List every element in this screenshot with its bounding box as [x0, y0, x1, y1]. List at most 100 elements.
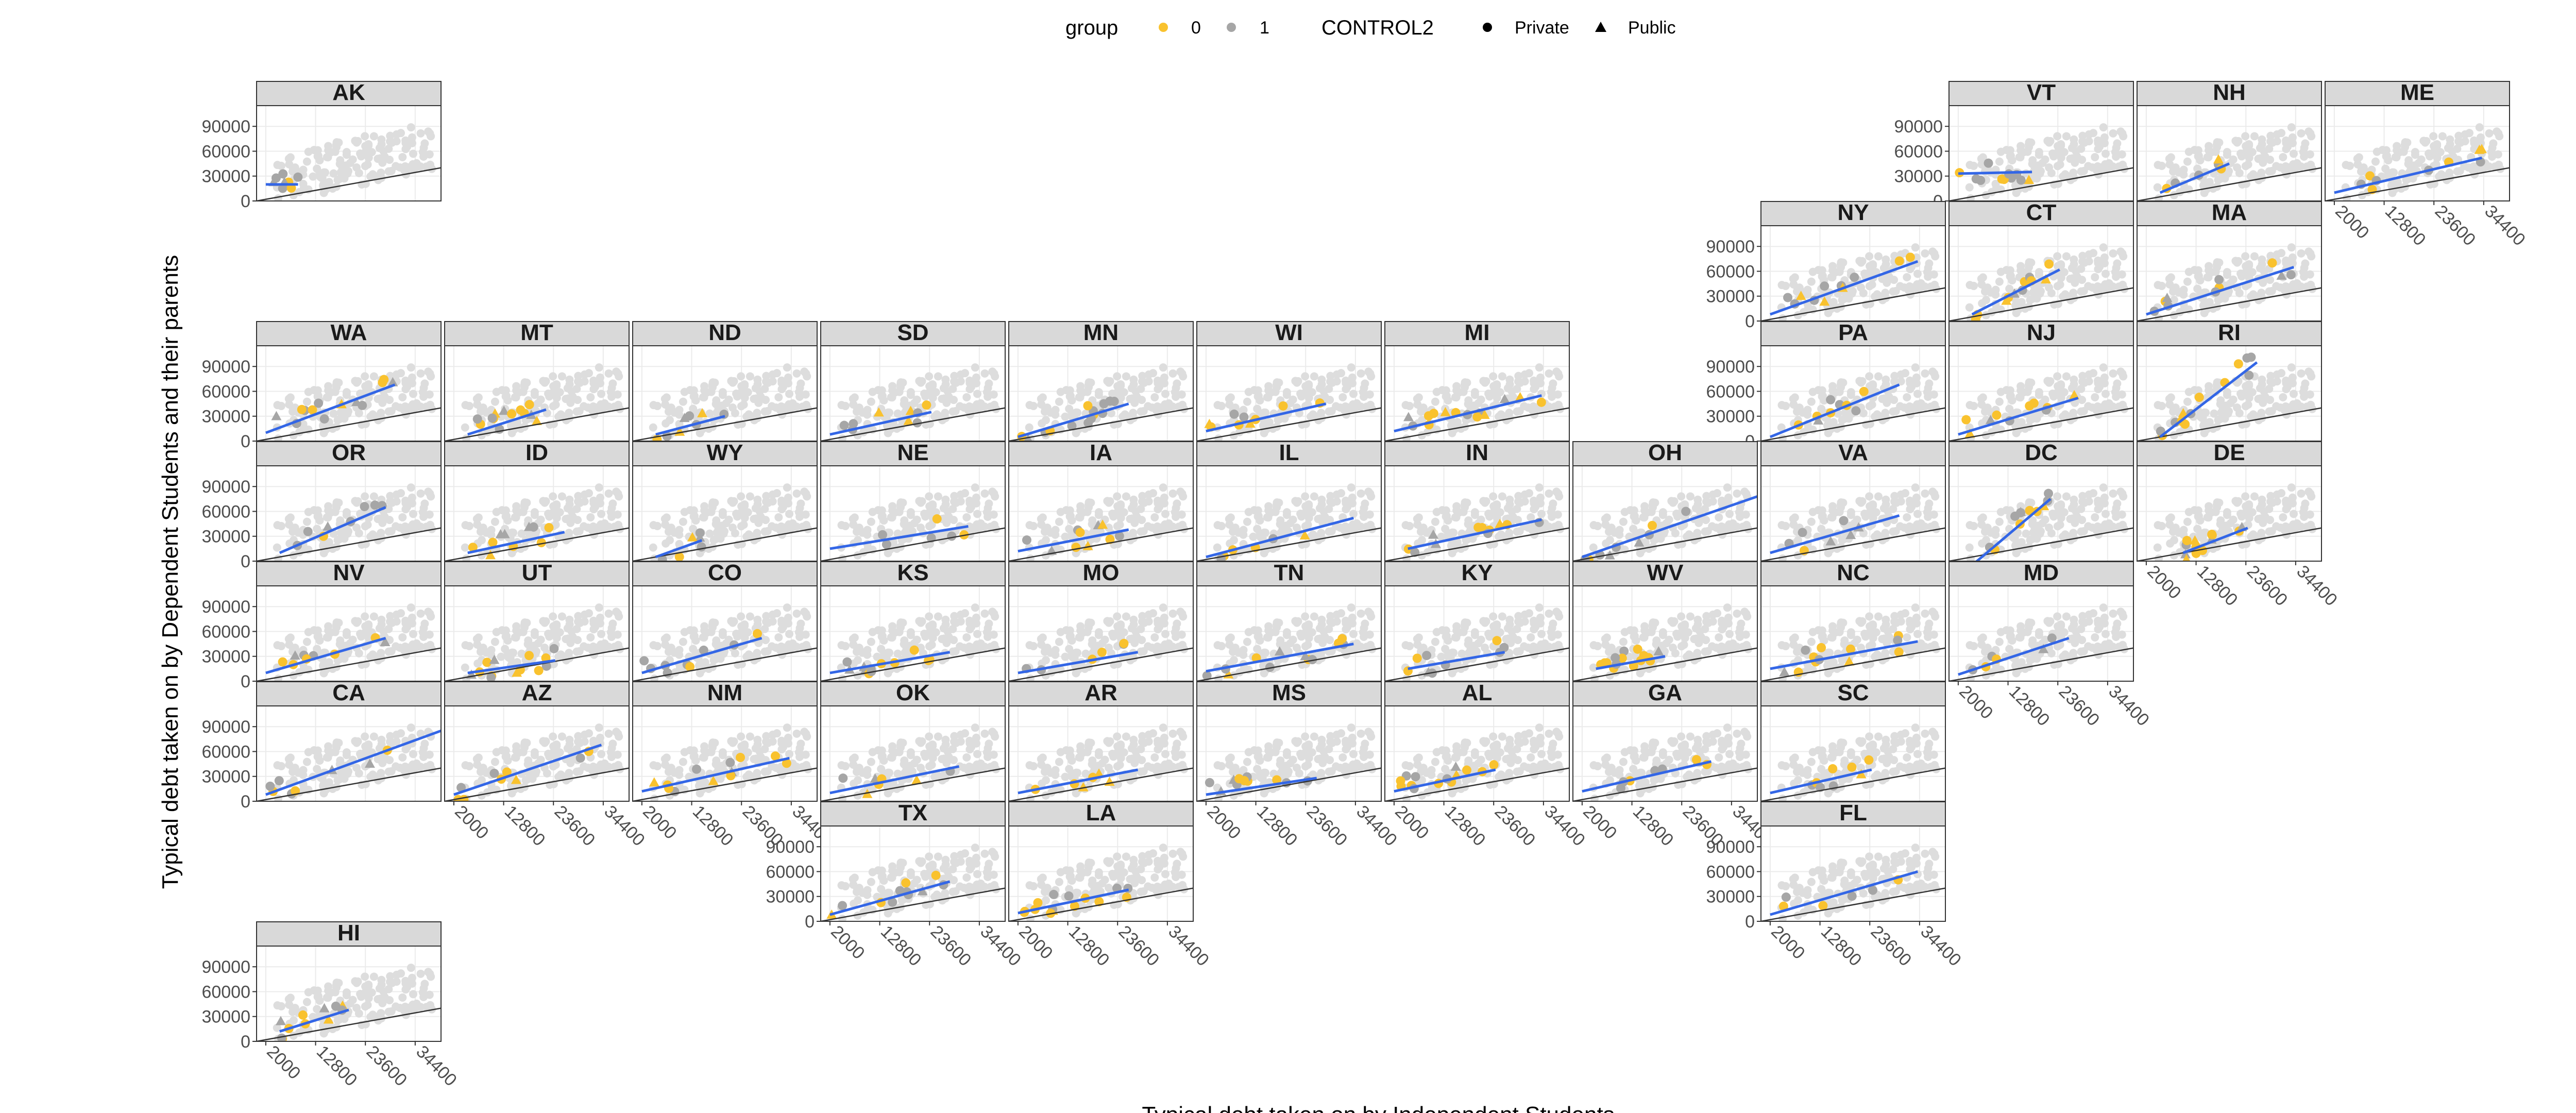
background-point	[1649, 498, 1657, 507]
background-point	[1067, 516, 1076, 525]
background-point	[408, 499, 416, 508]
background-point	[1084, 378, 1093, 387]
background-point	[2199, 421, 2208, 430]
background-point	[1447, 421, 1455, 430]
background-point	[1431, 397, 1439, 406]
background-point	[1924, 383, 1933, 392]
background-point	[2231, 137, 2240, 145]
background-point	[512, 513, 520, 522]
background-point	[1924, 513, 1933, 521]
background-point	[795, 393, 804, 401]
background-point	[2078, 131, 2087, 140]
background-point	[965, 505, 974, 514]
background-point	[552, 394, 561, 402]
background-point	[990, 400, 999, 409]
background-point	[1256, 533, 1265, 542]
background-point	[1536, 373, 1545, 382]
background-point	[1823, 421, 1832, 430]
background-point	[1554, 489, 1563, 498]
background-point	[783, 363, 791, 372]
background-point	[1304, 381, 1313, 390]
background-point	[1271, 387, 1280, 396]
background-point	[1083, 387, 1092, 396]
background-point	[774, 393, 783, 401]
fit-line	[1971, 268, 2060, 316]
background-point	[2053, 372, 2062, 381]
background-point	[1530, 499, 1538, 508]
background-point	[2223, 271, 2231, 279]
panel-plot-content	[2325, 123, 2510, 201]
y-tick-label: 90000	[201, 117, 250, 137]
background-point	[972, 379, 980, 387]
background-point	[324, 386, 333, 395]
background-point	[604, 522, 613, 531]
background-point	[549, 492, 557, 501]
background-point	[2094, 499, 2103, 508]
background-point	[2273, 250, 2281, 259]
background-point	[2017, 298, 2026, 307]
panel-strip-label: OH	[1648, 440, 1682, 465]
background-point	[1328, 378, 1336, 387]
background-point	[1283, 526, 1292, 535]
state-point	[1099, 399, 1109, 409]
background-point	[2297, 249, 2306, 258]
background-point	[2307, 400, 2315, 409]
fit-line	[2159, 361, 2258, 438]
panel-id: ID	[444, 440, 630, 562]
background-point	[1817, 404, 1826, 413]
fit-line	[655, 539, 703, 559]
panel-plot-content	[1197, 363, 1381, 441]
fit-line	[829, 525, 969, 550]
reference-line	[257, 407, 441, 441]
x-tick-label: 34400	[2481, 201, 2529, 250]
background-point	[273, 543, 281, 552]
background-point	[1874, 492, 1883, 501]
background-point	[1837, 378, 1845, 387]
background-point	[2057, 394, 2065, 402]
background-point	[962, 393, 971, 401]
background-point	[1213, 543, 1222, 552]
background-point	[1736, 503, 1744, 512]
background-point	[506, 421, 515, 430]
background-point	[1514, 372, 1523, 380]
panel-strip	[1196, 441, 1382, 466]
legend-group-0-swatch	[1159, 23, 1168, 32]
background-point	[2179, 170, 2188, 179]
background-point	[554, 412, 563, 421]
background-point	[2260, 147, 2268, 156]
reference-line	[1009, 407, 1193, 441]
background-point	[1094, 391, 1103, 399]
background-point	[1116, 381, 1125, 390]
background-point	[1038, 393, 1047, 402]
background-point	[1113, 372, 1122, 381]
background-point	[386, 131, 395, 140]
background-point	[2245, 501, 2253, 510]
background-point	[1461, 498, 1469, 507]
background-point	[401, 379, 410, 387]
background-point	[971, 363, 979, 372]
panel-plot-content	[1949, 123, 2133, 201]
background-point	[2281, 522, 2290, 531]
background-point	[1401, 401, 1410, 410]
background-point	[837, 521, 846, 530]
background-point	[1138, 516, 1146, 525]
background-point	[1874, 372, 1883, 381]
y-axis-title: Typical debt taken on by Dependent Stude…	[158, 255, 183, 889]
background-point	[915, 377, 924, 385]
background-point	[2008, 156, 2016, 165]
background-point	[971, 483, 979, 492]
background-point	[2382, 146, 2391, 155]
background-point	[580, 490, 589, 499]
background-point	[1516, 498, 1524, 507]
background-point	[1253, 525, 1262, 533]
background-point	[1452, 513, 1461, 522]
background-point	[385, 396, 394, 404]
background-point	[1702, 492, 1711, 500]
background-point	[2266, 251, 2275, 260]
background-point	[408, 133, 416, 142]
background-point	[2306, 489, 2315, 498]
state-point	[2267, 258, 2277, 268]
background-point	[573, 396, 582, 404]
background-point	[1498, 492, 1506, 501]
background-point	[392, 490, 401, 499]
